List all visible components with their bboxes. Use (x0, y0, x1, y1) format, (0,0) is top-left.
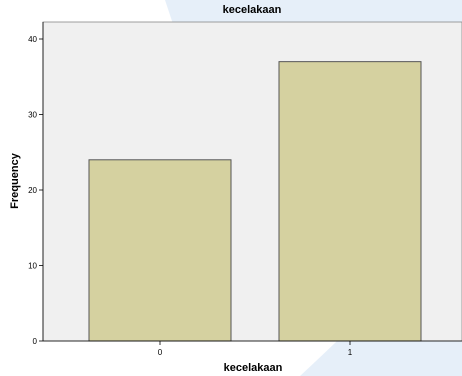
y-tick-label: 10 (28, 262, 37, 271)
y-axis: 0 10 20 30 40 (28, 22, 44, 346)
x-tick-label: 0 (158, 348, 163, 357)
y-tick-label: 20 (28, 186, 37, 195)
bar-1 (278, 61, 422, 342)
y-axis-title: Frequency (9, 152, 21, 209)
x-tick-label: 1 (348, 348, 353, 357)
bars-group (88, 61, 422, 342)
bar-0 (88, 159, 232, 342)
y-tick-label: 40 (28, 35, 37, 44)
y-tick-label: 30 (28, 111, 37, 120)
y-tick-label: 0 (33, 337, 38, 346)
x-axis-title: kecelakaan (224, 362, 283, 374)
chart-title: kecelakaan (223, 4, 282, 16)
